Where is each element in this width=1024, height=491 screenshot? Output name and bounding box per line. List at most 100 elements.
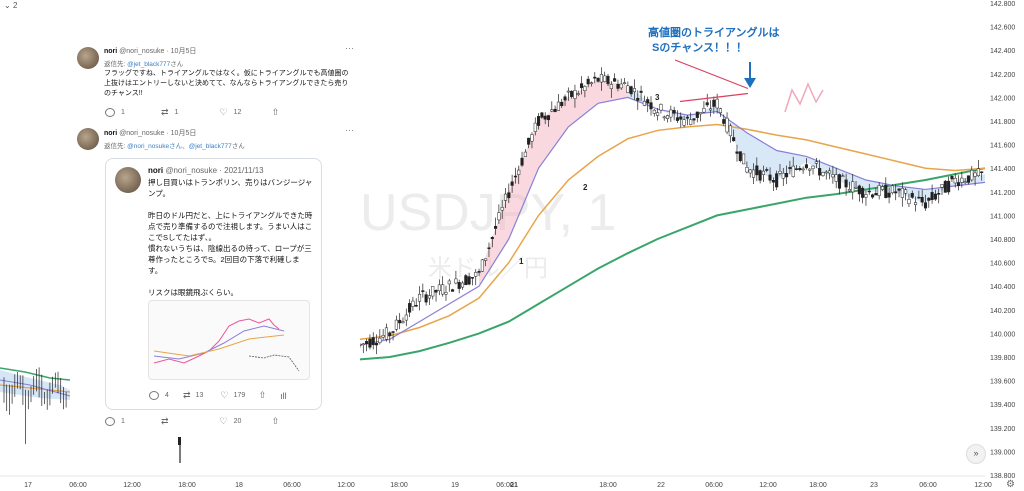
- ma-lines: [359, 96, 986, 361]
- quote-name: nori: [148, 166, 164, 175]
- reply-link[interactable]: @jet_black777: [127, 61, 171, 68]
- candle-body: [672, 109, 676, 114]
- candle-body: [751, 169, 756, 178]
- candle-body: [398, 319, 402, 324]
- candle-body: [474, 272, 478, 277]
- price-tick-label: 140.600: [990, 261, 1015, 268]
- reply-count: 1: [121, 109, 125, 116]
- indicator-toggle[interactable]: ⌄ 2: [4, 1, 18, 10]
- candle-body: [447, 280, 451, 285]
- candles: [358, 67, 984, 355]
- reply-icon[interactable]: [149, 391, 159, 400]
- candle-body: [943, 180, 947, 193]
- candle-body: [384, 327, 389, 340]
- share-icon[interactable]: ⇧: [271, 107, 280, 117]
- time-axis[interactable]: 17 06:00 12:00 18:00 18 06:00 12:00 18:00 19 06:0…: [0, 475, 992, 489]
- candle-body: [490, 237, 494, 240]
- candle-body: [361, 343, 365, 346]
- like-icon[interactable]: ♡: [219, 416, 228, 426]
- candle-body: [960, 177, 964, 183]
- like-count: 20: [233, 418, 242, 425]
- quote-text: 押し目買いはトランポリン、売りはバンジージャンプ。 昨日のドル円だと、上にトライ…: [148, 178, 313, 297]
- left-ma-orange: [0, 384, 71, 393]
- candle-body: [470, 277, 474, 279]
- candle-body: [560, 101, 564, 107]
- arrow-head: [744, 78, 756, 88]
- share-icon[interactable]: ⇧: [271, 416, 280, 426]
- time-tick-label: 18:00: [809, 482, 827, 489]
- candle-body: [675, 117, 680, 121]
- scroll-to-latest-button[interactable]: »: [966, 444, 986, 464]
- left-ma-purple: [0, 379, 71, 397]
- time-tick-label: 17: [24, 482, 32, 489]
- tweet-1-actions: 1 ⇄ 1 ♡ 12 ⇧: [105, 107, 279, 118]
- candle-body: [454, 278, 458, 284]
- like-icon[interactable]: ♡: [220, 390, 229, 400]
- price-tick-label: 140.400: [990, 284, 1015, 291]
- candle-body: [732, 137, 736, 142]
- avatar[interactable]: [77, 47, 99, 69]
- candle-body: [665, 115, 670, 119]
- retweet-icon[interactable]: ⇄: [161, 107, 169, 117]
- candle-body: [738, 151, 742, 161]
- candle-body: [970, 169, 974, 181]
- candle-body: [629, 86, 633, 95]
- tweet-2-name[interactable]: nori: [104, 130, 118, 137]
- reply-link[interactable]: @nori_nosukeさん、@jet_black777: [127, 143, 232, 150]
- candle-body: [953, 178, 957, 184]
- candle-body: [718, 108, 722, 113]
- tweet-1-name[interactable]: nori: [104, 48, 118, 55]
- quote-actions: 4 ⇄ 13 ♡ 179 ⇧ ıll: [149, 390, 287, 401]
- price-tick-label: 141.800: [990, 119, 1015, 126]
- price-tick-label: 139.000: [990, 449, 1015, 456]
- candle-body: [520, 157, 524, 166]
- price-axis[interactable]: 142.800 142.600 142.400 142.200 142.000 141.8…: [990, 1, 1015, 480]
- candle-body: [828, 170, 832, 174]
- candle-body: [837, 174, 842, 189]
- candle-body: [523, 151, 527, 157]
- candle-body: [851, 181, 855, 193]
- analytics-icon[interactable]: ıll: [280, 390, 287, 401]
- candle-body: [788, 167, 792, 169]
- price-tick-label: 139.400: [990, 402, 1015, 409]
- candle-body: [649, 102, 653, 110]
- candle-body: [566, 90, 570, 93]
- quote-like-count: 179: [233, 392, 246, 399]
- avatar[interactable]: [77, 128, 99, 150]
- settings-gear-icon[interactable]: ⚙: [1006, 479, 1015, 490]
- reply-icon[interactable]: [105, 108, 115, 117]
- like-icon[interactable]: ♡: [219, 107, 228, 117]
- ma-purple-line: [359, 96, 986, 346]
- candle-body: [477, 271, 481, 273]
- candle-body: [540, 112, 544, 118]
- candle-body: [374, 342, 379, 346]
- candle-body: [662, 116, 666, 119]
- candle-body: [586, 78, 590, 85]
- more-icon[interactable]: ···: [345, 125, 354, 135]
- candle-body: [702, 108, 706, 113]
- share-icon[interactable]: ⇧: [258, 390, 267, 400]
- time-tick-label: 06:00: [69, 482, 87, 489]
- annotation-line-2: Sのチャンス！！！: [652, 41, 747, 54]
- candle-body: [494, 225, 498, 229]
- candle-body: [623, 82, 627, 84]
- candle-body: [844, 179, 848, 188]
- candle-body: [550, 109, 554, 112]
- candle-body: [593, 76, 597, 79]
- time-tick-label: 12:00: [337, 482, 355, 489]
- quote-image[interactable]: [148, 300, 310, 380]
- retweet-icon[interactable]: ⇄: [161, 416, 169, 426]
- price-tick-label: 141.400: [990, 166, 1015, 173]
- candle-body: [682, 119, 686, 126]
- candle-body: [708, 108, 713, 111]
- candle-body: [798, 167, 802, 171]
- time-tick-label: 18:00: [599, 482, 617, 489]
- candle-body: [861, 187, 865, 198]
- quote-reply-count: 4: [165, 392, 169, 399]
- price-tick-label: 140.000: [990, 331, 1015, 338]
- candle-body: [642, 101, 646, 106]
- candle-body: [801, 168, 805, 171]
- retweet-icon[interactable]: ⇄: [183, 390, 191, 400]
- more-icon[interactable]: ···: [345, 43, 354, 53]
- reply-icon[interactable]: [105, 417, 115, 426]
